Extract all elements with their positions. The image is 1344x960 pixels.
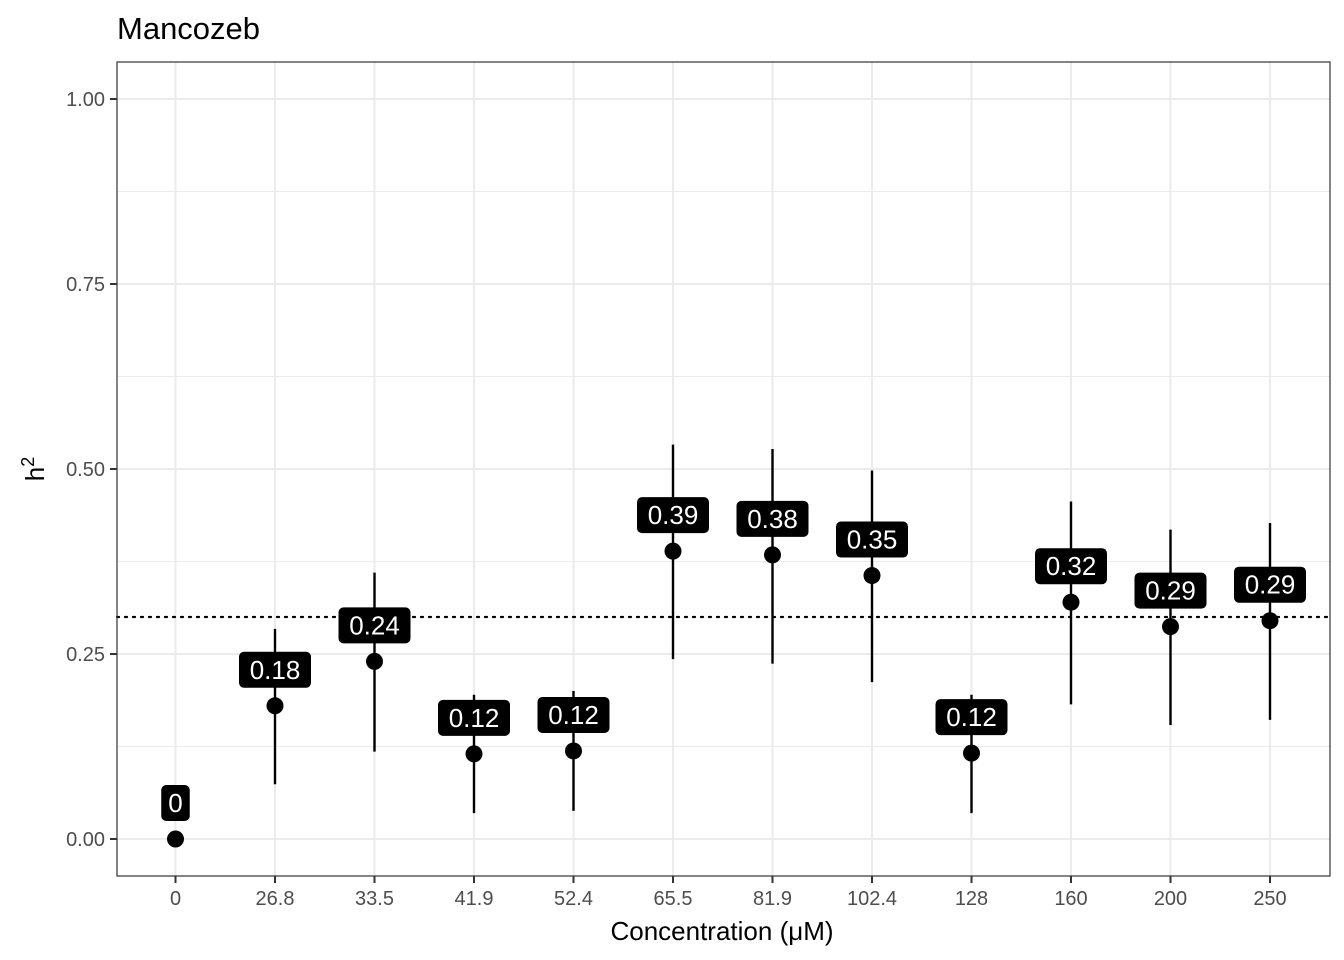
data-label: 0.24: [349, 610, 400, 640]
data-label: 0.12: [449, 703, 500, 733]
x-tick-label: 26.8: [256, 888, 295, 910]
data-label-box: [1035, 548, 1107, 585]
y-tick-label: 0.25: [66, 644, 105, 666]
data-label: 0.29: [1245, 570, 1296, 600]
data-point: [1062, 593, 1080, 611]
y-tick-label: 0.00: [66, 829, 105, 851]
data-points: [167, 542, 1279, 848]
x-axis-title: Concentration (μM): [610, 916, 833, 946]
data-label-box: [836, 521, 908, 558]
x-tick-label: 160: [1054, 888, 1087, 910]
data-label-box: [161, 785, 190, 821]
y-tick-label: 0.50: [66, 459, 105, 481]
data-label: 0.18: [250, 655, 301, 685]
data-label-box: [637, 497, 709, 534]
data-label: 0.32: [1046, 551, 1097, 581]
data-label-box: [1234, 566, 1306, 603]
data-label-box: [736, 500, 809, 537]
y-axis: 0.00 0.25 0.50 0.75 1.00: [66, 89, 117, 851]
data-point: [565, 742, 582, 760]
chart-title: Mancozeb: [117, 11, 260, 46]
y-axis-title: h2: [18, 457, 50, 481]
data-label: 0: [168, 788, 182, 818]
data-label-box: [338, 607, 411, 644]
data-label: 0.12: [548, 700, 599, 730]
x-axis: 0 26.8 33.5 41.9 52.4 65.5 81.9 102.4 128 160 200 2…: [170, 876, 1287, 910]
minor-gridlines: [117, 191, 1330, 747]
data-label: 0.35: [847, 525, 898, 555]
x-tick-label: 65.5: [654, 888, 693, 910]
data-label: 0.39: [648, 500, 699, 530]
data-label-box: [537, 696, 610, 733]
data-label: 0.29: [1145, 576, 1196, 606]
data-point: [366, 652, 383, 670]
data-label-box: [935, 699, 1008, 736]
data-point: [863, 567, 881, 585]
data-point: [1261, 612, 1279, 630]
x-tick-label: 250: [1253, 888, 1286, 910]
data-point: [1162, 618, 1179, 636]
x-tick-label: 41.9: [455, 888, 494, 910]
data-label: 0.12: [946, 702, 997, 732]
y-axis-title-base: h: [20, 467, 50, 481]
x-tick-label: 102.4: [847, 888, 897, 910]
y-tick-label: 0.75: [66, 274, 105, 296]
data-labels: 0 0.18 0.24 0.12 0.12 0.39 0.38 0.35 0.12 0.32 0.2…: [161, 497, 1306, 821]
x-tick-label: 200: [1154, 888, 1187, 910]
x-tick-label: 128: [955, 888, 988, 910]
x-tick-label: 52.4: [554, 888, 593, 910]
x-tick-label: 33.5: [355, 888, 394, 910]
data-point: [465, 745, 483, 763]
data-label: 0.38: [747, 504, 798, 534]
data-point: [764, 546, 781, 564]
y-axis-title-superscript: 2: [18, 457, 38, 467]
y-tick-label: 1.00: [66, 89, 105, 111]
data-label-box: [1134, 572, 1207, 609]
x-tick-label: 81.9: [753, 888, 792, 910]
x-tick-label: 0: [170, 888, 181, 910]
data-label-box: [239, 651, 311, 688]
data-point: [963, 744, 980, 762]
major-gridlines: [117, 62, 1330, 876]
data-point: [266, 697, 284, 715]
data-point: [664, 542, 682, 560]
data-label-box: [438, 699, 510, 736]
data-point: [167, 830, 184, 848]
